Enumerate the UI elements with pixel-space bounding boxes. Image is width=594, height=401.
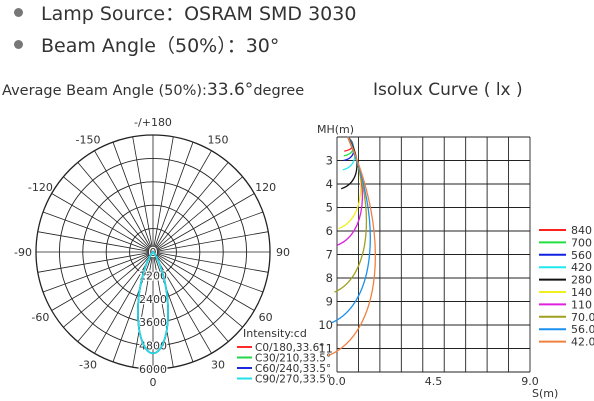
polar-spoke [152, 251, 212, 354]
polar-spoke [152, 251, 269, 273]
polar-angle-label: 30 [211, 359, 225, 372]
polar-angle-label: 0 [150, 376, 157, 389]
polar-spoke [51, 251, 154, 311]
polar-intensity-chart: -/+1801501209060300-30-60-90-120-1500120… [14, 116, 330, 389]
polar-spoke [152, 251, 194, 363]
polar-spoke [112, 141, 154, 253]
polar-spoke [94, 150, 154, 253]
polar-legend-label: C60/240,33.5° [255, 363, 330, 375]
isolux-x-tick-label: 9.0 [521, 375, 539, 388]
isolux-y-tick-label: 7 [326, 248, 333, 262]
polar-angle-label: 90 [276, 246, 290, 259]
isolux-y-tick-label: 8 [326, 271, 333, 285]
isolux-x-tick-label: 0.0 [328, 375, 346, 388]
spec-beam-angle-text: Beam Angle（50%）：30° [41, 34, 280, 57]
polar-spoke [152, 251, 243, 328]
isolux-legend-label: 280 [571, 274, 592, 287]
polar-spoke [152, 211, 264, 253]
polar-legend-label: C30/210,33.5° [255, 353, 330, 365]
isolux-curve [340, 136, 358, 190]
polar-spoke [37, 231, 154, 253]
polar-spoke [42, 251, 154, 293]
polar-radial-label: 2400 [139, 293, 167, 306]
polar-spoke [152, 150, 212, 253]
polar-spoke [94, 251, 154, 354]
spec-lamp-source: Lamp Source：OSRAM SMD 3030 [14, 0, 357, 25]
polar-spoke [152, 176, 243, 253]
polar-spoke [132, 251, 154, 368]
isolux-legend-label: 70.0 [571, 311, 594, 324]
polar-spoke [132, 136, 154, 253]
polar-angle-label: -150 [76, 133, 101, 146]
polar-series-curve [137, 251, 169, 355]
polar-spoke [152, 251, 255, 311]
isolux-y-tick-label: 9 [326, 295, 333, 309]
polar-spoke [63, 176, 154, 253]
isolux-curve [328, 136, 376, 357]
polar-radial-label: 1200 [139, 269, 167, 282]
isolux-x-axis-label: S(m) [532, 387, 558, 400]
polar-spoke [152, 231, 269, 253]
isolux-y-axis-label: MH(m) [317, 123, 354, 136]
isolux-y-tick-label: 5 [326, 201, 333, 215]
polar-spoke [42, 211, 154, 253]
polar-angle-label: -120 [28, 181, 53, 194]
spec-lamp-source-text: Lamp Source：OSRAM SMD 3030 [41, 2, 357, 25]
polar-legend-label: C0/180,33.6° [255, 342, 325, 354]
polar-spoke [152, 251, 174, 368]
isolux-y-tick-label: 10 [318, 318, 333, 332]
polar-spoke [112, 251, 154, 363]
bullet-icon [14, 39, 23, 49]
polar-angle-label: 150 [208, 133, 229, 146]
polar-spoke [152, 141, 194, 253]
isolux-title: Isolux Curve ( lx ) [373, 80, 523, 100]
bullet-icon [14, 7, 23, 17]
average-beam-angle-value: 33.6° [206, 80, 254, 100]
polar-angle-label: -30 [79, 359, 97, 372]
polar-spoke [152, 136, 174, 253]
isolux-x-tick-label: 4.5 [425, 375, 443, 388]
polar-spoke [51, 193, 154, 253]
polar-spoke [63, 251, 154, 328]
isolux-legend-label: 840 [571, 224, 592, 237]
isolux-y-tick-label: 3 [326, 154, 333, 168]
polar-spoke [152, 193, 255, 253]
isolux-legend-label: 42.0 [571, 336, 594, 349]
polar-legend-label: C90/270,33.5° [255, 374, 330, 386]
polar-spoke [152, 162, 229, 253]
polar-radial-label: 3600 [139, 316, 167, 329]
isolux-legend-label: 140 [571, 286, 592, 299]
polar-legend-title: Intensity:cd [243, 327, 307, 340]
average-beam-angle-unit: degree [253, 83, 305, 99]
polar-angle-label: 60 [259, 311, 273, 324]
polar-spoke [152, 251, 264, 293]
polar-radial-label: 6000 [139, 363, 167, 376]
isolux-y-tick-label: 4 [326, 177, 333, 191]
spec-beam-angle: Beam Angle（50%）：30° [14, 32, 280, 57]
isolux-curve [338, 136, 362, 230]
polar-radial-label: 4800 [139, 340, 167, 353]
isolux-legend-label: 700 [571, 236, 592, 249]
polar-angle-label: -/+180 [134, 116, 172, 129]
isolux-legend-label: 110 [571, 298, 592, 311]
polar-angle-label: 120 [255, 181, 276, 194]
isolux-legend-label: 560 [571, 249, 592, 262]
average-beam-angle-label: Average Beam Angle (50%): [2, 83, 207, 99]
polar-spoke [152, 251, 229, 342]
isolux-legend-label: 56.0 [571, 323, 594, 336]
isolux-curve [331, 136, 371, 324]
average-beam-angle-heading: Average Beam Angle (50%):33.6°degree [2, 80, 304, 100]
polar-spoke [77, 251, 154, 342]
polar-angle-label: -90 [14, 246, 32, 259]
polar-spoke [77, 162, 154, 253]
polar-angle-label: -60 [31, 311, 49, 324]
polar-spoke [37, 251, 154, 273]
isolux-y-tick-label: 6 [326, 224, 333, 238]
isolux-y-tick-label: 11 [318, 342, 333, 356]
isolux-legend-label: 420 [571, 261, 592, 274]
